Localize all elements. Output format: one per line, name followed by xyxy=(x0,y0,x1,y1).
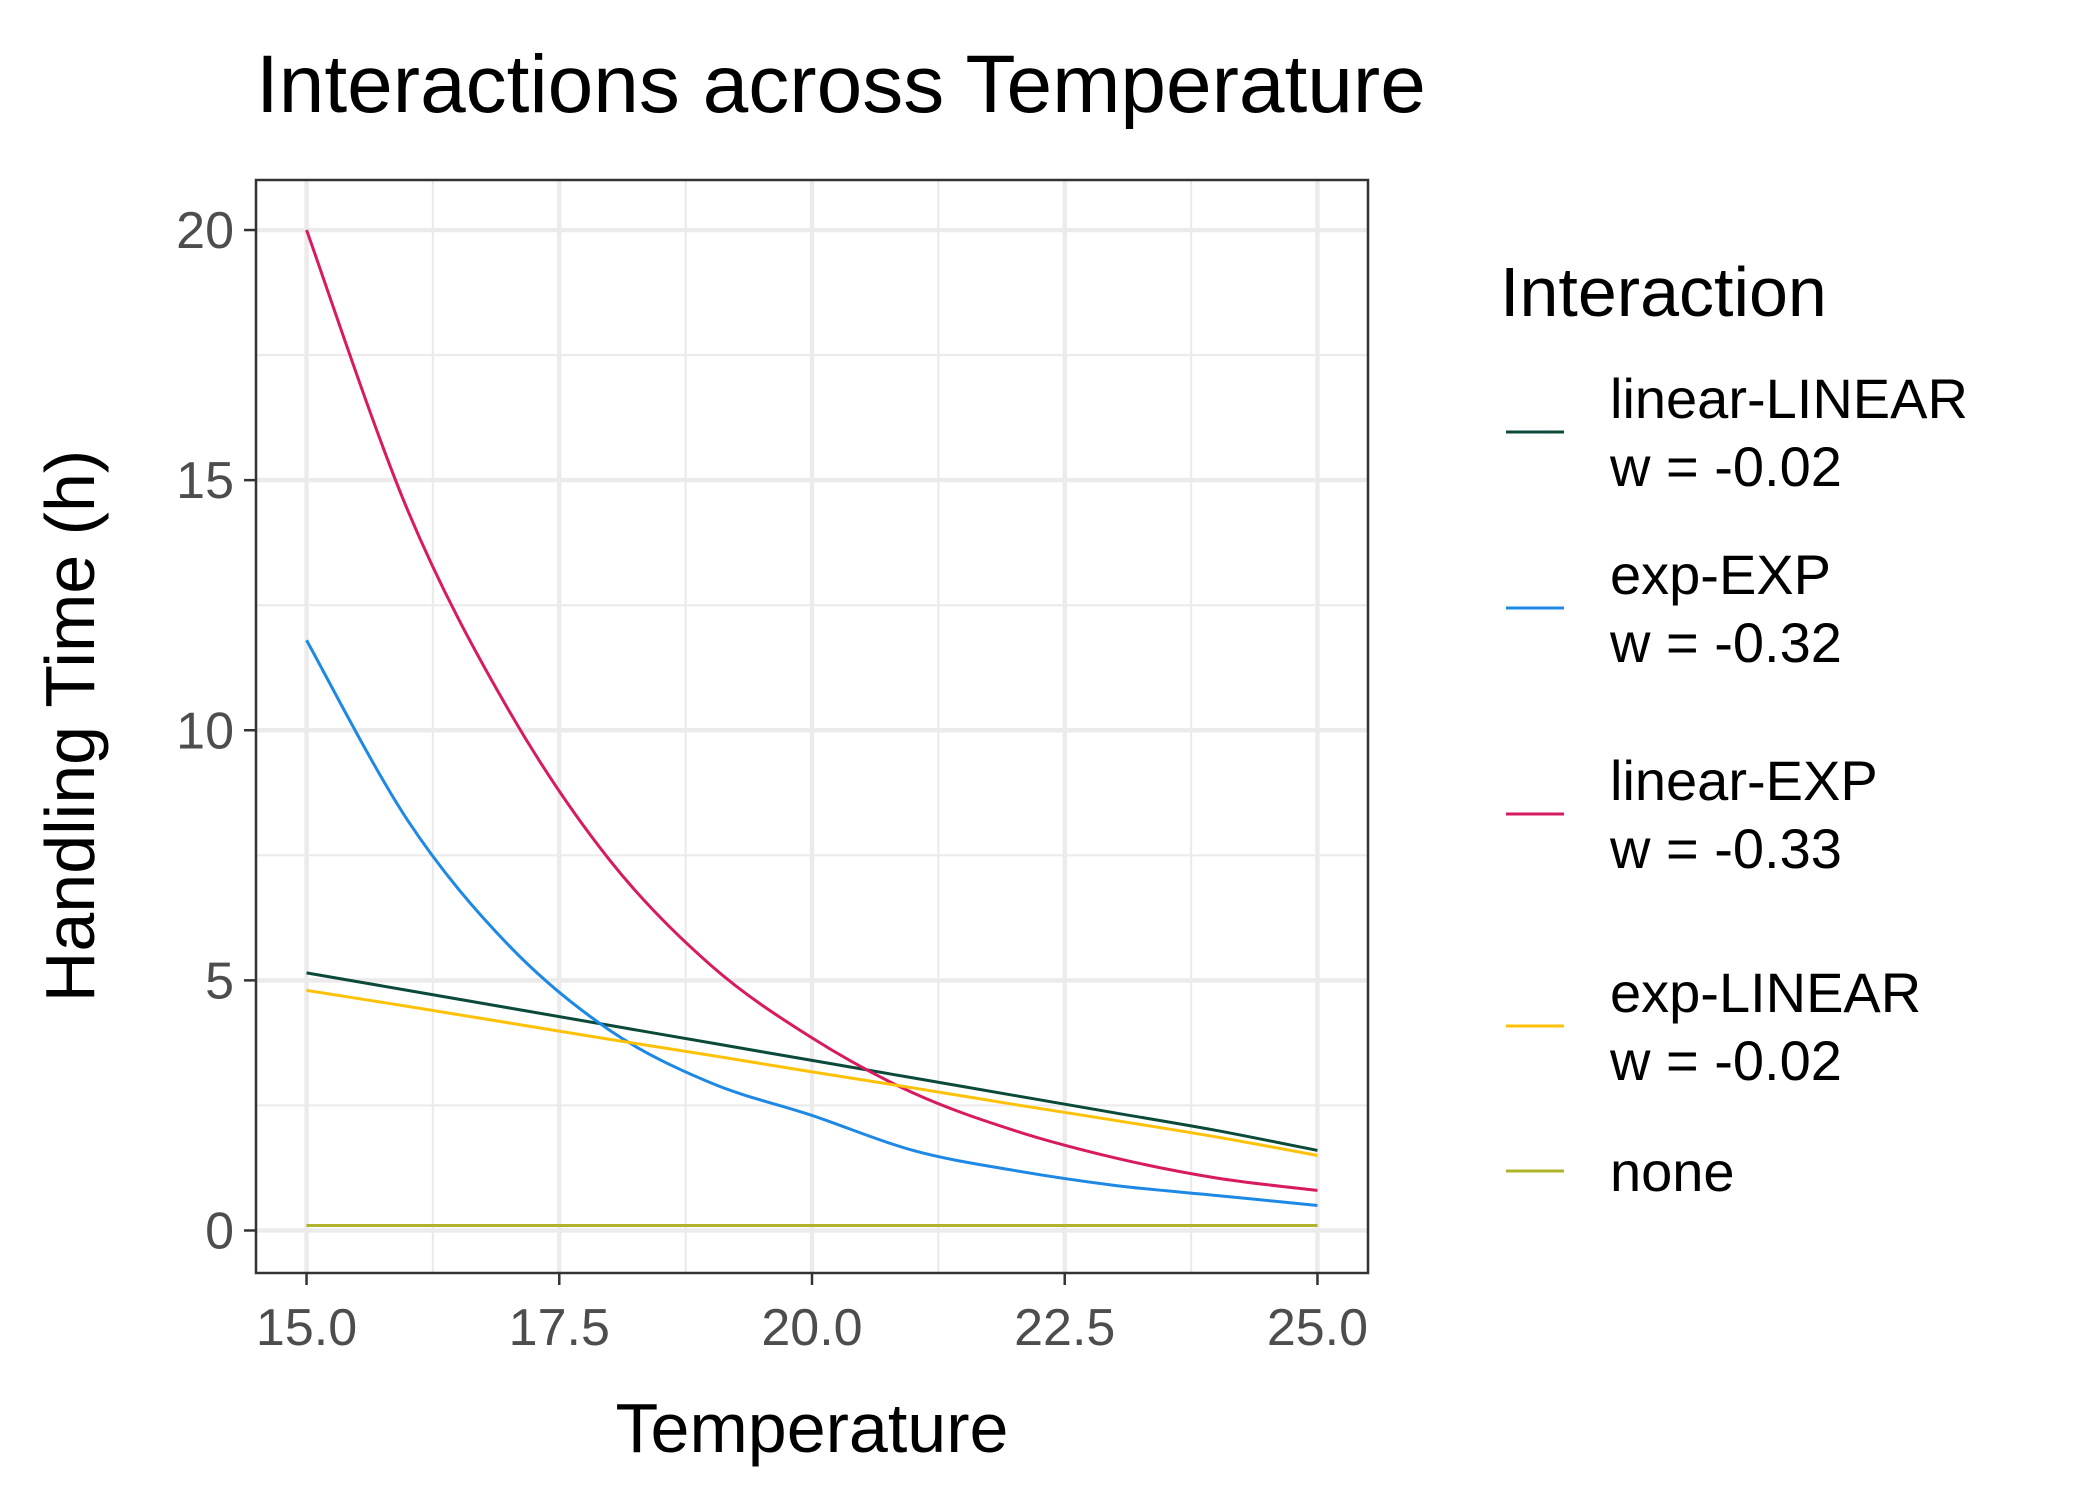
series-line-linear-exp xyxy=(305,229,1318,1192)
x-tick-label: 22.5 xyxy=(1014,1299,1115,1357)
series-line-linear-linear xyxy=(306,971,1318,1152)
series-line-exp-linear xyxy=(306,988,1318,1157)
legend-label-none: none xyxy=(1610,1140,1735,1203)
series-lines xyxy=(305,229,1318,1227)
y-tick-label: 5 xyxy=(205,952,234,1010)
legend-label-exp-linear: w = -0.02 xyxy=(1609,1029,1842,1092)
x-axis-title: Temperature xyxy=(616,1389,1009,1467)
x-tick-label: 25.0 xyxy=(1267,1299,1368,1357)
legend-label-linear-linear: w = -0.02 xyxy=(1609,435,1842,498)
chart-title: Interactions across Temperature xyxy=(256,39,1426,130)
x-tick-label: 20.0 xyxy=(761,1299,862,1357)
series-line-exp-exp xyxy=(305,639,1318,1207)
y-tick-label: 15 xyxy=(176,452,234,510)
x-tick-label: 15.0 xyxy=(256,1299,357,1357)
legend-label-linear-linear: linear-LINEAR xyxy=(1610,367,1968,430)
y-tick-label: 20 xyxy=(176,202,234,260)
y-axis-title: Handling Time (h) xyxy=(31,450,109,1002)
plot-panel xyxy=(254,178,1370,1275)
x-tick-label: 17.5 xyxy=(509,1299,610,1357)
legend-title: Interaction xyxy=(1500,253,1827,331)
y-tick-label: 10 xyxy=(176,702,234,760)
legend-label-exp-exp: exp-EXP xyxy=(1610,543,1831,606)
legend-label-linear-exp: linear-EXP xyxy=(1610,749,1878,812)
legend-label-linear-exp: w = -0.33 xyxy=(1609,817,1842,880)
x-axis: 15.0 17.5 20.0 22.5 25.0 xyxy=(256,1273,1368,1357)
y-tick-label: 0 xyxy=(205,1202,234,1260)
y-axis: 0 5 10 15 20 xyxy=(176,202,256,1260)
major-gridlines xyxy=(256,180,1368,1273)
legend-label-exp-linear: exp-LINEAR xyxy=(1610,961,1921,1024)
legend-label-exp-exp: w = -0.32 xyxy=(1609,611,1842,674)
